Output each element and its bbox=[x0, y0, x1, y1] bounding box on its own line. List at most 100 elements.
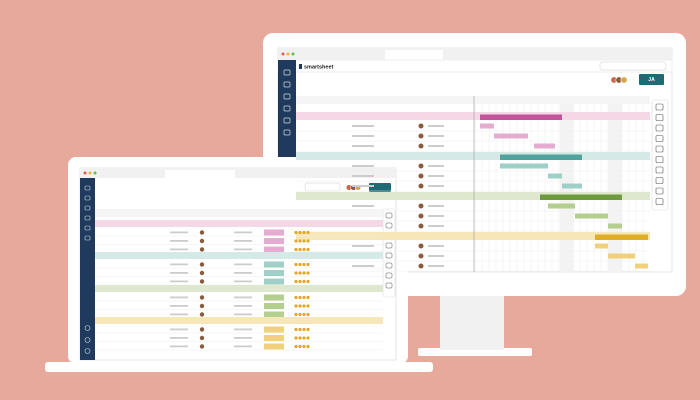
toolbar-icon bbox=[655, 198, 664, 205]
gantt-bar bbox=[595, 243, 608, 249]
cell-text bbox=[428, 125, 444, 127]
row-avatar bbox=[199, 247, 205, 252]
row-avatar bbox=[418, 203, 424, 209]
rating-star bbox=[298, 279, 302, 284]
gantt-weekend bbox=[608, 104, 622, 272]
cell-text bbox=[428, 205, 444, 207]
cell-text bbox=[170, 231, 188, 234]
toolbar-icon bbox=[385, 282, 393, 289]
rating-star bbox=[302, 247, 306, 252]
rating-star bbox=[294, 327, 298, 332]
laptop-user-button[interactable] bbox=[369, 183, 391, 192]
cell-text bbox=[352, 265, 374, 267]
row-avatar bbox=[199, 344, 205, 349]
rating-star bbox=[294, 344, 298, 349]
status-cell bbox=[264, 294, 284, 301]
toolbar-icon bbox=[655, 187, 664, 195]
row-avatar bbox=[418, 253, 424, 259]
rating-star bbox=[302, 295, 306, 300]
cell-text bbox=[352, 145, 374, 147]
row-avatar bbox=[418, 133, 424, 139]
rating-star bbox=[306, 304, 310, 308]
cell-text bbox=[428, 215, 444, 217]
gantt-bar bbox=[500, 163, 548, 169]
status-cell bbox=[264, 311, 284, 318]
monitor-search[interactable] bbox=[599, 61, 667, 71]
cell-text bbox=[170, 263, 188, 266]
row-avatar bbox=[199, 262, 205, 267]
user-button[interactable] bbox=[639, 74, 664, 85]
sidebar-icon bbox=[84, 348, 91, 354]
cell-text bbox=[234, 313, 252, 316]
cell-text bbox=[234, 337, 252, 339]
toolbar-icon bbox=[385, 272, 393, 279]
cell-text bbox=[428, 145, 444, 147]
cell-text bbox=[234, 272, 252, 274]
monitor-neck bbox=[440, 294, 504, 350]
toolbar-icon bbox=[655, 145, 664, 153]
cell-text bbox=[234, 345, 252, 348]
cell-text bbox=[234, 263, 252, 266]
cell-text bbox=[170, 280, 188, 283]
rating-star bbox=[294, 262, 298, 267]
window-dot bbox=[286, 52, 290, 56]
section-row bbox=[296, 112, 650, 120]
cell-text bbox=[170, 272, 188, 274]
row-avatar bbox=[199, 279, 205, 284]
avatar bbox=[620, 76, 628, 84]
laptop-search[interactable] bbox=[304, 182, 341, 192]
toolbar-icon bbox=[655, 135, 664, 142]
section-row bbox=[95, 252, 383, 259]
rating-star bbox=[298, 239, 302, 243]
cell-text bbox=[170, 296, 188, 299]
rating-star bbox=[302, 304, 306, 308]
status-cell bbox=[264, 326, 284, 333]
monitor-browser-bar bbox=[278, 48, 672, 60]
status-cell bbox=[264, 261, 284, 268]
cell-text bbox=[428, 255, 444, 257]
row-avatar bbox=[418, 183, 424, 189]
gantt-bar bbox=[480, 114, 562, 120]
rating-star bbox=[298, 304, 302, 308]
toolbar-icon bbox=[385, 212, 393, 219]
sidebar-icon bbox=[84, 235, 91, 241]
row-avatar bbox=[199, 270, 205, 276]
section-row bbox=[95, 317, 383, 324]
laptop-base bbox=[45, 362, 433, 372]
window-dot bbox=[93, 171, 97, 175]
rating-star bbox=[294, 247, 298, 252]
row-avatar bbox=[199, 230, 205, 235]
cell-text bbox=[234, 231, 252, 234]
status-cell bbox=[264, 238, 284, 244]
rating-star bbox=[298, 247, 302, 252]
toolbar-icon bbox=[655, 177, 664, 184]
sidebar-icon bbox=[84, 195, 91, 201]
status-cell bbox=[264, 343, 284, 350]
rating-star bbox=[294, 336, 298, 340]
gantt-bar bbox=[494, 133, 528, 139]
rating-star bbox=[298, 271, 302, 275]
rating-star bbox=[302, 262, 306, 267]
gantt-bar bbox=[575, 213, 608, 219]
rating-star bbox=[294, 312, 298, 317]
rating-star bbox=[294, 304, 298, 308]
sidebar-icon bbox=[283, 105, 291, 112]
rating-star bbox=[302, 271, 306, 275]
status-cell bbox=[264, 270, 284, 276]
cell-text bbox=[428, 135, 444, 137]
cell-text bbox=[428, 165, 444, 167]
row-avatar bbox=[418, 123, 424, 129]
sidebar-icon bbox=[283, 81, 291, 88]
gantt-bar bbox=[595, 234, 648, 240]
rating-star bbox=[302, 336, 306, 340]
toolbar-icon bbox=[385, 222, 393, 229]
rating-star bbox=[298, 295, 302, 300]
rating-star bbox=[302, 239, 306, 243]
cell-text bbox=[170, 345, 188, 348]
sidebar-icon bbox=[283, 129, 291, 136]
row-avatar bbox=[418, 143, 424, 149]
cell-text bbox=[234, 296, 252, 299]
laptop-sidebar bbox=[80, 178, 95, 360]
